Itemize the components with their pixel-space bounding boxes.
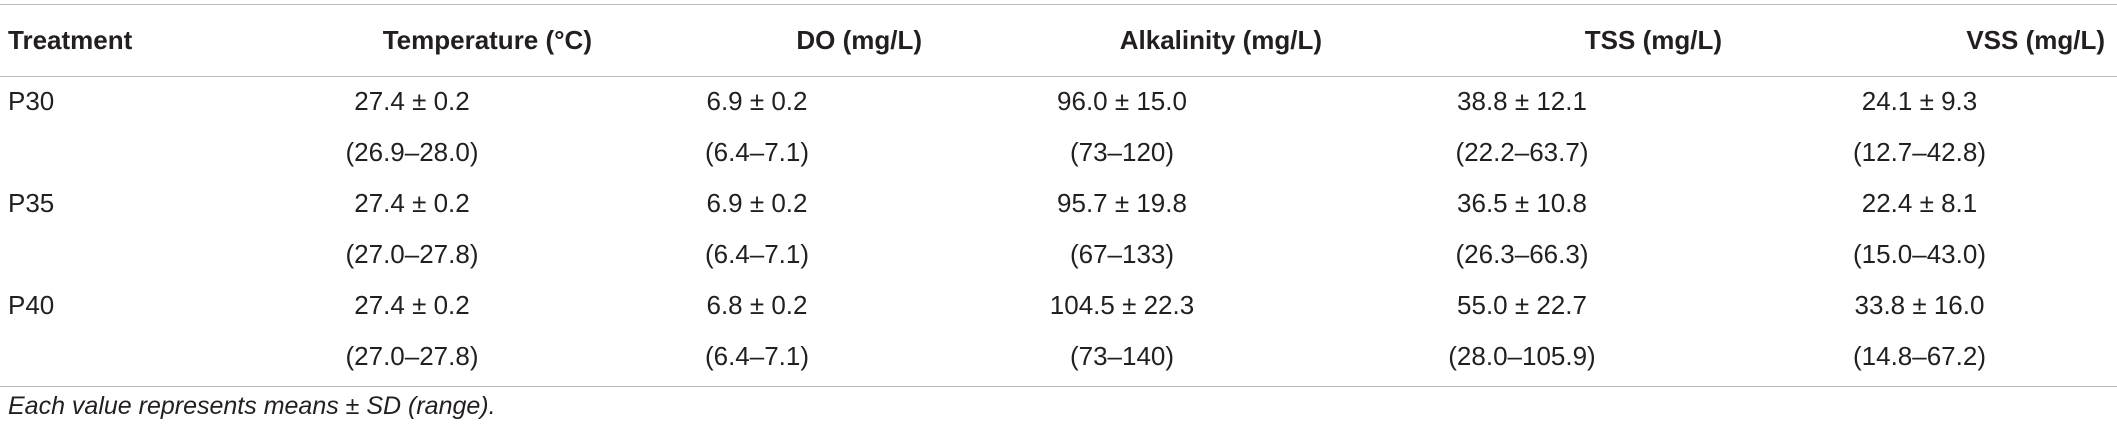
do-mean: 6.9 ± 0.2 [706, 188, 808, 218]
alkalinity-range: (73–140) [1069, 341, 1175, 371]
temperature-range: (27.0–27.8) [345, 239, 479, 269]
column-header-tss: TSS (mg/L) [1584, 25, 1722, 55]
vss-range: (12.7–42.8) [1853, 137, 1986, 167]
table-row: P30 27.4 ± 0.2 6.9 ± 0.2 96.0 ± 15.0 38.… [0, 76, 2117, 127]
alkalinity-mean: 95.7 ± 19.8 [1057, 188, 1187, 218]
do-mean: 6.8 ± 0.2 [706, 290, 808, 320]
header-row: Treatment Temperature (°C) DO (mg/L) Alk… [0, 5, 2117, 76]
alkalinity-range: (67–133) [1069, 239, 1175, 269]
do-range: (6.4–7.1) [704, 137, 810, 167]
vss-mean: 33.8 ± 16.0 [1854, 290, 1985, 320]
treatment-label: P35 [8, 188, 55, 218]
treatment-label: P30 [8, 86, 55, 116]
do-range: (6.4–7.1) [704, 239, 810, 269]
table-footnote: Each value represents means ± SD (range)… [8, 392, 496, 420]
column-header-do: DO (mg/L) [796, 25, 922, 55]
do-range: (6.4–7.1) [704, 341, 810, 371]
water-quality-table: Treatment Temperature (°C) DO (mg/L) Alk… [0, 5, 2117, 382]
tss-range: (22.2–63.7) [1455, 137, 1589, 167]
bottom-rule [0, 386, 2117, 387]
table-row: (27.0–27.8) (6.4–7.1) (67–133) (26.3–66.… [0, 229, 2117, 280]
tss-mean: 38.8 ± 12.1 [1457, 86, 1587, 116]
treatment-label: P40 [8, 290, 55, 320]
column-header-temperature: Temperature (°C) [382, 25, 592, 55]
top-rule [0, 4, 2117, 5]
table-row: P35 27.4 ± 0.2 6.9 ± 0.2 95.7 ± 19.8 36.… [0, 178, 2117, 229]
column-header-treatment: Treatment [8, 25, 133, 55]
temperature-range: (26.9–28.0) [345, 137, 479, 167]
table-row: P40 27.4 ± 0.2 6.8 ± 0.2 104.5 ± 22.3 55… [0, 280, 2117, 331]
tss-mean: 55.0 ± 22.7 [1457, 290, 1587, 320]
tss-range: (26.3–66.3) [1455, 239, 1589, 269]
vss-range: (15.0–43.0) [1853, 239, 1986, 269]
alkalinity-range: (73–120) [1069, 137, 1175, 167]
alkalinity-mean: 96.0 ± 15.0 [1057, 86, 1187, 116]
tss-mean: 36.5 ± 10.8 [1457, 188, 1587, 218]
temperature-mean: 27.4 ± 0.2 [354, 188, 470, 218]
temperature-mean: 27.4 ± 0.2 [354, 86, 470, 116]
temperature-range: (27.0–27.8) [345, 341, 479, 371]
column-header-vss: VSS (mg/L) [1966, 25, 2105, 55]
alkalinity-mean: 104.5 ± 22.3 [1049, 290, 1195, 320]
tss-range: (28.0–105.9) [1448, 341, 1596, 371]
vss-mean: 24.1 ± 9.3 [1861, 86, 1978, 116]
table-row: (26.9–28.0) (6.4–7.1) (73–120) (22.2–63.… [0, 127, 2117, 178]
do-mean: 6.9 ± 0.2 [706, 86, 808, 116]
column-header-alkalinity: Alkalinity (mg/L) [1119, 25, 1322, 55]
temperature-mean: 27.4 ± 0.2 [354, 290, 470, 320]
vss-mean: 22.4 ± 8.1 [1861, 188, 1978, 218]
vss-range: (14.8–67.2) [1853, 341, 1986, 371]
header-rule [0, 76, 2117, 77]
table-row: (27.0–27.8) (6.4–7.1) (73–140) (28.0–105… [0, 331, 2117, 382]
